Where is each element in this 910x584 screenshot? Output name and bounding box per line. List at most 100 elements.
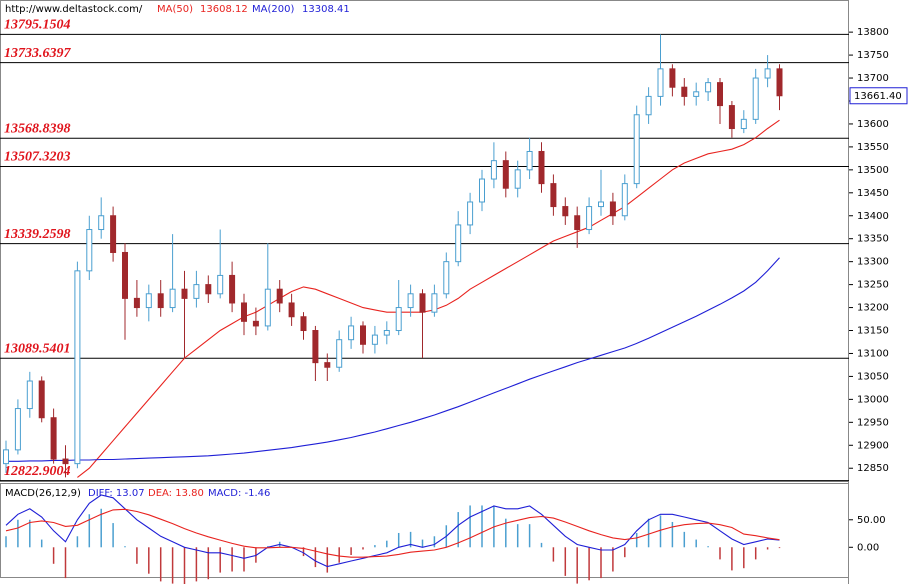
candle-body [229,274,236,304]
candle-body [371,334,378,345]
candle-body [669,68,676,88]
ma200-legend: MA(200) [252,4,294,15]
macd-legend: DEA: 13.80 [148,488,204,499]
candle-body [50,417,57,460]
y-tick-label: 13600 [857,119,889,130]
candle-body [693,91,700,97]
ma200-value: 13308.41 [302,4,350,15]
candle-body [38,380,45,419]
y-tick-label: 0.00 [857,542,879,553]
y-tick-label: 13100 [857,348,889,359]
candle-body [110,215,117,253]
candle-body [550,183,557,208]
level-label: 13795.1504 [4,18,71,33]
candle-body [705,82,712,93]
last-price-box [849,87,908,105]
y-tick-label: 13500 [857,165,889,176]
ma-line [77,119,780,478]
y-tick-label: 13750 [857,50,889,61]
level-label: 13089.5401 [4,341,71,356]
candle-body [193,284,200,299]
candle-body [300,316,307,332]
candle-body [169,288,176,309]
y-tick-label: 13000 [857,394,889,405]
candle-body [276,288,283,304]
candle-body [26,380,33,410]
candle-body [74,270,81,465]
source-url: http://www.deltastock.com/ [5,4,143,15]
candle-body [288,302,295,318]
candle-body [122,251,128,299]
candle-body [14,408,21,451]
candle-body [86,229,93,272]
level-label: 13568.8398 [4,121,71,136]
y-tick-label: 12950 [857,417,889,428]
y-tick-label: 13300 [857,257,889,268]
candle-body [586,206,593,231]
candle-body [621,183,628,217]
candle-body [3,449,9,465]
candle-body [467,201,474,226]
candle-body [324,362,331,368]
y-tick-label: 13700 [857,73,889,84]
candle-body [764,68,771,79]
y-tick-label: 13400 [857,211,889,222]
y-tick-label: 13550 [857,142,889,153]
ma50-value: 13608.12 [200,4,248,15]
candle-body [574,215,581,231]
level-label: 13507.3203 [4,150,71,165]
candle-body [217,274,224,295]
y-tick-label: 13250 [857,280,889,291]
candle-body [98,215,105,231]
candle-body [145,293,152,309]
candle-body [360,325,366,345]
candle-body [431,293,438,313]
candle-body [657,68,664,97]
candle-body [62,458,69,465]
candle-body [609,201,616,217]
candle-body [752,77,759,120]
ma-line [6,257,780,462]
candle-body [562,206,569,217]
candle-body [336,339,343,368]
candle-body [645,95,652,116]
candle-body [598,201,604,208]
candle-body [407,293,414,309]
candle-body [419,293,426,313]
candle-body [241,302,247,322]
candle-body [312,330,319,364]
candle-body [776,68,783,97]
y-tick-label: 50.00 [857,515,886,526]
last-price-label: 13661.40 [854,91,902,102]
candle-body [157,293,164,309]
candle-body [264,288,271,327]
macd-legend: DIFF: 13.07 [88,488,145,499]
y-tick-label: 13150 [857,326,889,337]
y-tick-label: 13200 [857,303,889,314]
candle-body [395,307,402,332]
ma50-legend: MA(50) [157,4,193,15]
y-tick-label: 12900 [857,440,889,451]
macd-title: MACD(26,12,9) [5,488,81,499]
y-tick-label: 13350 [857,234,889,245]
candle-body [479,178,485,203]
candle-body [633,114,640,185]
candle-body [526,150,533,171]
y-tick-label: 13450 [857,188,889,199]
macd-line [5,494,780,568]
candle-body [443,261,450,295]
candle-body [181,288,188,299]
candle-body [455,224,462,263]
level-label: 13733.6397 [4,46,72,61]
candle-body [538,150,545,185]
macd-legend: MACD: -1.46 [208,488,270,499]
y-tick-label: 13050 [857,371,889,382]
candle-body [490,160,497,180]
macd-line [5,508,780,558]
candle-body [514,169,521,189]
y-tick-label: 12850 [857,463,889,474]
candle-body [205,284,212,295]
candle-body [502,160,509,189]
